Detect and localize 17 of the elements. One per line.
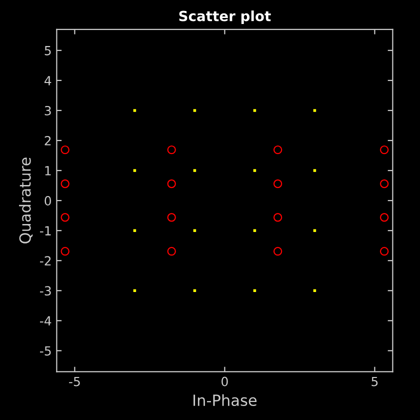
y-tick-label: 0: [44, 196, 52, 206]
x-tick-label: -5: [69, 376, 80, 386]
x-tick-label: 5: [372, 376, 378, 386]
x-tick-label: 0: [222, 376, 228, 386]
y-tick-label: -3: [40, 286, 51, 296]
y-tick-label: 1: [45, 166, 51, 176]
y-tick-label: -2: [40, 256, 51, 266]
chart-title: Scatter plot: [179, 10, 271, 24]
y-tick-label: 2: [44, 136, 51, 146]
y-tick-label: -1: [40, 226, 51, 236]
x-axis-title: In-Phase: [194, 394, 257, 406]
y-tick-label: 5: [44, 46, 51, 56]
y-tick-label: -5: [40, 346, 51, 356]
y-axis-title: Quadrature: [19, 158, 33, 244]
y-tick-label: 4: [44, 76, 52, 86]
y-tick-label: 3: [44, 106, 51, 116]
y-tick-label: -4: [40, 316, 52, 326]
